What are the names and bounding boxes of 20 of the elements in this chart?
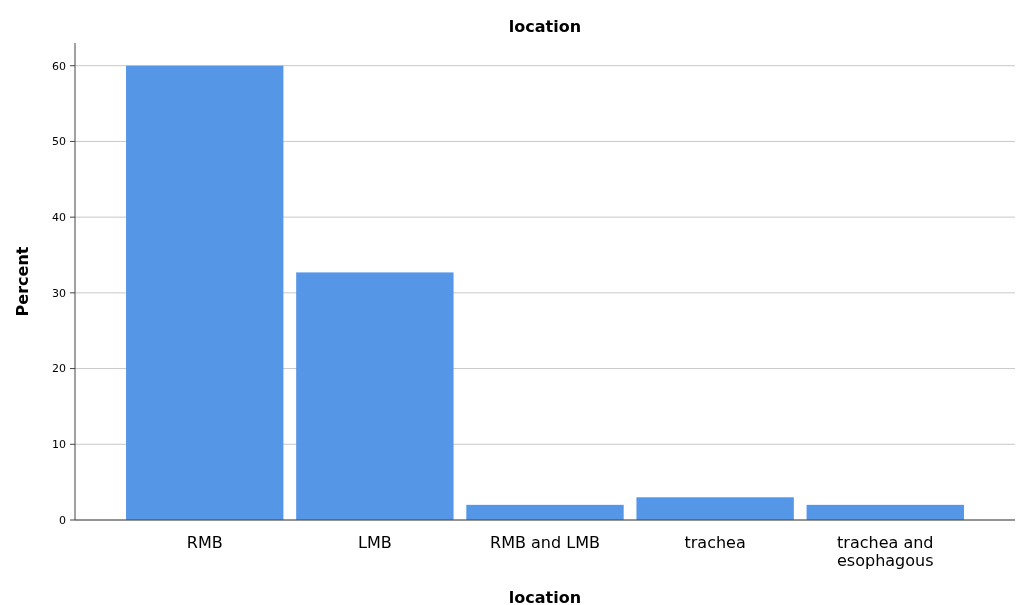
x-tick-label: trachea [684, 533, 746, 552]
x-tick-label: LMB [358, 533, 392, 552]
y-tick-label: 50 [52, 135, 66, 149]
x-axis-title: location [508, 588, 582, 605]
y-tick-label: 40 [52, 210, 66, 224]
x-tick-label: RMB [186, 533, 223, 552]
bar [806, 504, 964, 520]
chart-title: location [508, 17, 582, 36]
y-tick-label: 60 [52, 59, 66, 73]
bar [466, 504, 624, 520]
y-axis-title: Percent [13, 246, 32, 317]
bar [126, 65, 284, 520]
x-tick-label: RMB and LMB [490, 533, 600, 552]
y-tick-label: 20 [52, 362, 66, 376]
y-tick-label: 10 [52, 438, 66, 452]
y-tick-label: 30 [52, 286, 66, 300]
y-tick-label: 0 [59, 513, 66, 527]
bar [296, 272, 454, 520]
x-tick-label: trachea and esophagous [837, 533, 934, 570]
bar [636, 497, 794, 520]
